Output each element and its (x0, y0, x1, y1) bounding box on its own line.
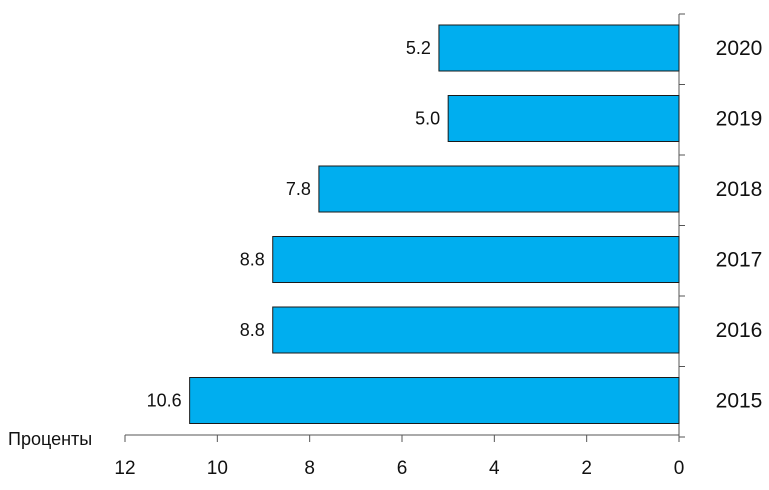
value-label-2015: 10.6 (147, 391, 182, 411)
x-tick-label: 12 (114, 458, 135, 479)
category-label-2016: 2016 (716, 319, 763, 342)
bar-2015 (189, 377, 680, 424)
bar-2020 (438, 24, 680, 72)
bar-2019 (447, 95, 680, 142)
value-label-2018: 7.8 (286, 179, 311, 199)
value-label-2017: 8.8 (240, 250, 265, 270)
bar-2016 (272, 306, 680, 354)
x-tick-label: 0 (674, 458, 685, 479)
category-label-2020: 2020 (716, 37, 763, 60)
value-label-2019: 5.0 (415, 109, 440, 129)
x-axis-label: Проценты (8, 429, 92, 449)
bars: 5.2 5.0 7.8 8.8 8.8 10.6 (147, 24, 680, 424)
category-label-2017: 2017 (716, 249, 763, 272)
x-tick-label: 10 (207, 458, 228, 479)
bar-2017 (272, 236, 680, 283)
x-tick-label: 2 (581, 458, 592, 479)
x-tick-label: 4 (489, 458, 500, 479)
bar-2018 (318, 165, 680, 213)
y-ticks: 2020 2019 2018 2017 2016 2015 (679, 13, 763, 438)
category-label-2015: 2015 (716, 390, 763, 413)
value-label-2016: 8.8 (240, 320, 265, 340)
x-ticks: 12 10 8 6 4 2 0 (114, 435, 684, 479)
axes (125, 14, 680, 436)
category-label-2019: 2019 (716, 108, 763, 131)
x-tick-label: 8 (304, 458, 315, 479)
value-label-2020: 5.2 (406, 38, 431, 58)
x-tick-label: 6 (397, 458, 408, 479)
category-label-2018: 2018 (716, 178, 763, 201)
